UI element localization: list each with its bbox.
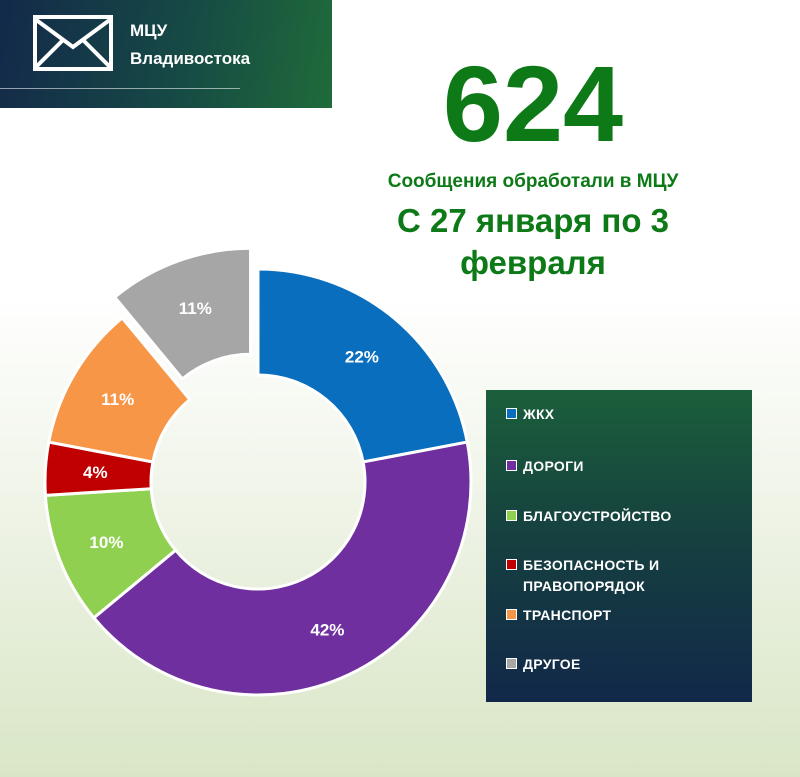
legend-label-zhkh: ЖКХ	[506, 404, 746, 425]
data-label-drugoe: 11%	[179, 299, 212, 318]
legend-swatch-blagoustroystvo	[506, 510, 517, 521]
slice-zhkh	[256, 267, 469, 464]
org-name-line2: Владивостока	[130, 49, 251, 68]
chart-legend: ЖКХ ДОРОГИ БЛАГОУСТРОЙСТВО БЕЗОПАСНОСТЬ И ПР…	[486, 390, 752, 702]
legend-label-bezopasnost: БЕЗОПАСНОСТЬ И	[506, 555, 746, 576]
legend-label-transport: ТРАНСПОРТ	[506, 605, 746, 626]
legend-swatch-dorogi	[506, 460, 517, 471]
legend-item-transport: ТРАНСПОРТ	[506, 605, 746, 626]
headline-subtitle: Сообщения обработали в МЦУ	[387, 171, 679, 192]
message-count: 624	[442, 43, 624, 164]
org-name-line1: МЦУ	[130, 21, 168, 40]
data-label-transport: 11%	[101, 390, 134, 409]
legend-item-drugoe: ДРУГОЕ	[506, 654, 746, 675]
legend-swatch-bezopasnost	[506, 559, 517, 570]
legend-swatch-transport	[506, 609, 517, 620]
legend-label-blagoustroystvo: БЛАГОУСТРОЙСТВО	[506, 506, 746, 527]
slice-dorogi	[91, 440, 473, 697]
legend-item-bezopasnost: БЕЗОПАСНОСТЬ И ПРАВОПОРЯДОК	[506, 555, 746, 597]
legend-label-drugoe: ДРУГОЕ	[506, 654, 746, 675]
legend-swatch-drugoe	[506, 658, 517, 669]
header-banner: МЦУ Владивостока	[0, 0, 332, 108]
legend-swatch-zhkh	[506, 408, 517, 419]
legend-label-bezopasnost-line2: ПРАВОПОРЯДОК	[523, 578, 645, 594]
data-label-dorogi: 42%	[310, 620, 344, 639]
legend-item-zhkh: ЖКХ	[506, 404, 746, 425]
period-line1: С 27 января по 3	[396, 202, 670, 239]
legend-label-dorogi: ДОРОГИ	[506, 456, 746, 477]
data-label-zhkh: 22%	[345, 347, 379, 366]
legend-item-blagoustroystvo: БЛАГОУСТРОЙСТВО	[506, 506, 746, 527]
slice-drugoe	[112, 246, 253, 381]
data-label-blagoustroystvo: 10%	[89, 533, 123, 552]
legend-item-dorogi: ДОРОГИ	[506, 456, 746, 477]
header-divider	[0, 88, 240, 89]
headline-period: С 27 января по 3 февраля	[333, 200, 733, 284]
slice-transport	[47, 315, 192, 464]
org-name: МЦУ Владивостока	[130, 17, 250, 73]
envelope-icon	[33, 15, 113, 71]
data-label-bezopasnost: 4%	[83, 463, 108, 482]
period-line2: февраля	[460, 244, 606, 281]
